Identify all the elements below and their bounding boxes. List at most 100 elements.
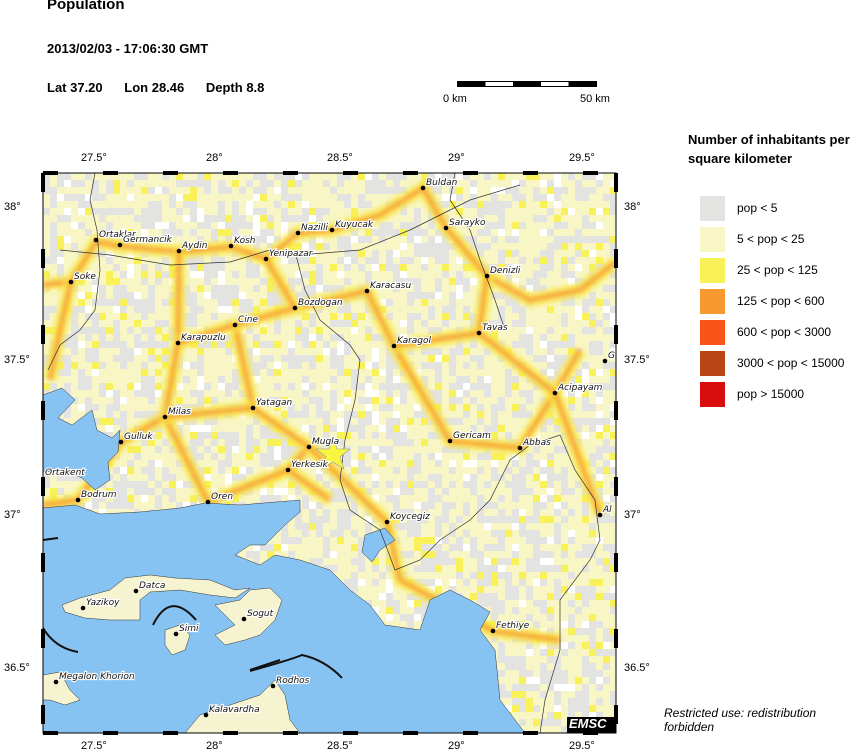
pop-cell <box>477 495 484 502</box>
pop-cell <box>400 551 407 558</box>
pop-cell <box>470 488 477 495</box>
pop-cell <box>540 495 547 502</box>
pop-cell <box>526 593 533 600</box>
pop-cell <box>197 355 204 362</box>
pop-cell <box>561 467 568 474</box>
pop-cell <box>540 425 547 432</box>
pop-cell <box>533 684 540 691</box>
pop-cell <box>603 565 610 572</box>
pop-cell <box>435 390 442 397</box>
pop-cell <box>519 530 526 537</box>
pop-cell <box>498 600 505 607</box>
pop-cell <box>57 474 64 481</box>
corridor-core <box>43 184 616 303</box>
pop-cell <box>162 320 169 327</box>
pop-cell <box>484 523 491 530</box>
pop-cell <box>449 544 456 551</box>
pop-cell <box>344 495 351 502</box>
tick <box>463 171 478 175</box>
pop-cell <box>379 425 386 432</box>
tick <box>41 325 45 344</box>
pop-cell <box>568 376 575 383</box>
pop-cell <box>85 271 92 278</box>
pop-cell <box>540 474 547 481</box>
pop-cell <box>596 684 603 691</box>
pop-cell <box>337 537 344 544</box>
pop-cell <box>547 719 554 726</box>
pop-cell <box>393 362 400 369</box>
pop-cell <box>337 243 344 250</box>
pop-cell <box>92 495 99 502</box>
pop-cell <box>610 376 616 383</box>
pop-cell <box>330 348 337 355</box>
pop-cell <box>78 292 85 299</box>
pop-cell <box>547 348 554 355</box>
pop-cell <box>540 201 547 208</box>
pop-cell <box>344 460 351 467</box>
pop-cell <box>358 250 365 257</box>
pop-cell <box>246 327 253 334</box>
pop-cell <box>477 355 484 362</box>
tick <box>614 629 618 648</box>
city-label: Karacasu <box>370 281 411 291</box>
pop-cell <box>155 187 162 194</box>
pop-cell <box>470 572 477 579</box>
pop-cell <box>204 215 211 222</box>
pop-cell <box>596 698 603 705</box>
pop-cell <box>512 376 519 383</box>
pop-cell <box>337 173 344 180</box>
pop-cell <box>547 306 554 313</box>
pop-cell <box>113 285 120 292</box>
tick <box>403 171 418 175</box>
pop-cell <box>344 194 351 201</box>
city-marker: Yatagan <box>250 397 294 411</box>
pop-cell <box>589 523 596 530</box>
pop-cell <box>421 544 428 551</box>
city-marker: G <box>602 350 616 364</box>
pop-cell <box>547 712 554 719</box>
pop-cell <box>337 425 344 432</box>
axis-label: 28.5° <box>327 740 353 752</box>
pop-cell <box>463 453 470 460</box>
pop-cell <box>407 292 414 299</box>
pop-cell <box>526 516 533 523</box>
tick <box>223 731 238 735</box>
pop-cell <box>232 474 239 481</box>
city-label: Nazilli <box>301 223 328 233</box>
city-label: Acipayam <box>557 383 603 393</box>
pop-cell <box>589 383 596 390</box>
pop-cell <box>484 481 491 488</box>
pop-cell <box>316 411 323 418</box>
city-dot <box>384 519 390 525</box>
pop-cell <box>134 215 141 222</box>
pop-cell <box>512 705 519 712</box>
pop-cell <box>246 271 253 278</box>
pop-cell <box>463 404 470 411</box>
pop-cell <box>232 229 239 236</box>
pop-cell <box>554 215 561 222</box>
pop-cell <box>428 432 435 439</box>
pop-cell <box>274 397 281 404</box>
pop-cell <box>204 278 211 285</box>
pop-cell <box>141 341 148 348</box>
pop-cell <box>414 565 421 572</box>
pop-cell <box>407 509 414 516</box>
pop-cell <box>505 656 512 663</box>
pop-cell <box>183 180 190 187</box>
pop-cell <box>477 243 484 250</box>
pop-cell <box>540 642 547 649</box>
pop-cell <box>64 215 71 222</box>
city-dot <box>447 438 453 444</box>
pop-cell <box>386 446 393 453</box>
pop-cell <box>155 271 162 278</box>
legend-swatch <box>700 226 725 252</box>
pop-cell <box>540 180 547 187</box>
city-marker: Karagol <box>391 335 433 349</box>
pop-cell <box>582 628 589 635</box>
pop-cell <box>316 530 323 537</box>
pop-cell <box>379 187 386 194</box>
corridor-core <box>162 415 211 504</box>
tick <box>41 629 45 648</box>
pop-cell <box>561 670 568 677</box>
